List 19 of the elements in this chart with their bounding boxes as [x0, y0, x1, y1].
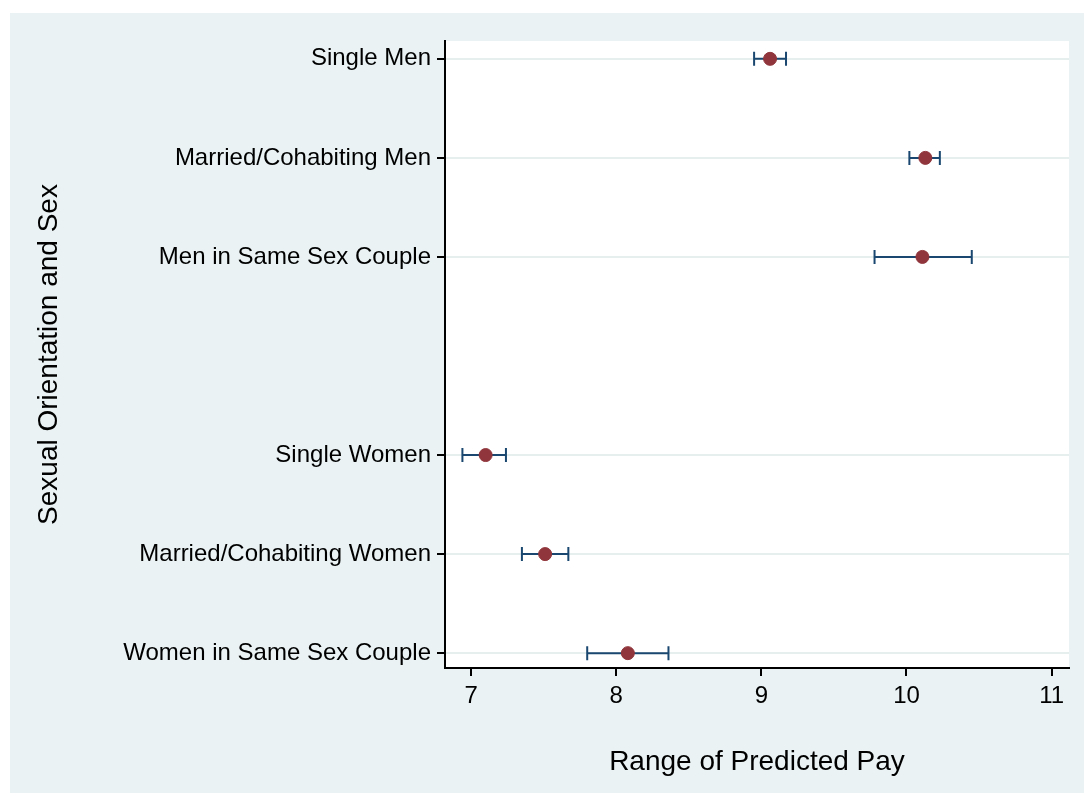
y-tick-label: Single Women — [275, 439, 431, 467]
y-tick-label: Married/Cohabiting Men — [174, 142, 431, 170]
y-tick-label: Men in Same Sex Couple — [158, 241, 431, 269]
point — [478, 448, 493, 463]
point — [538, 547, 553, 562]
point — [763, 51, 778, 66]
x-tick-label: 7 — [464, 681, 478, 709]
y-axis-title: Sexual Orientation and Sex — [31, 184, 63, 525]
y-tick-label: Single Men — [310, 43, 431, 71]
y-tick-label: Women in Same Sex Couple — [123, 637, 431, 665]
x-tick-label: 8 — [609, 681, 623, 709]
point — [918, 150, 933, 165]
x-tick-label: 10 — [893, 681, 920, 709]
point — [620, 646, 635, 661]
x-tick-label: 11 — [1039, 681, 1065, 709]
x-tick-label: 9 — [754, 681, 769, 709]
point — [915, 249, 930, 264]
y-tick-label: Married/Cohabiting Women — [139, 538, 431, 566]
x-axis-title: Range of Predicted Pay — [609, 744, 905, 776]
